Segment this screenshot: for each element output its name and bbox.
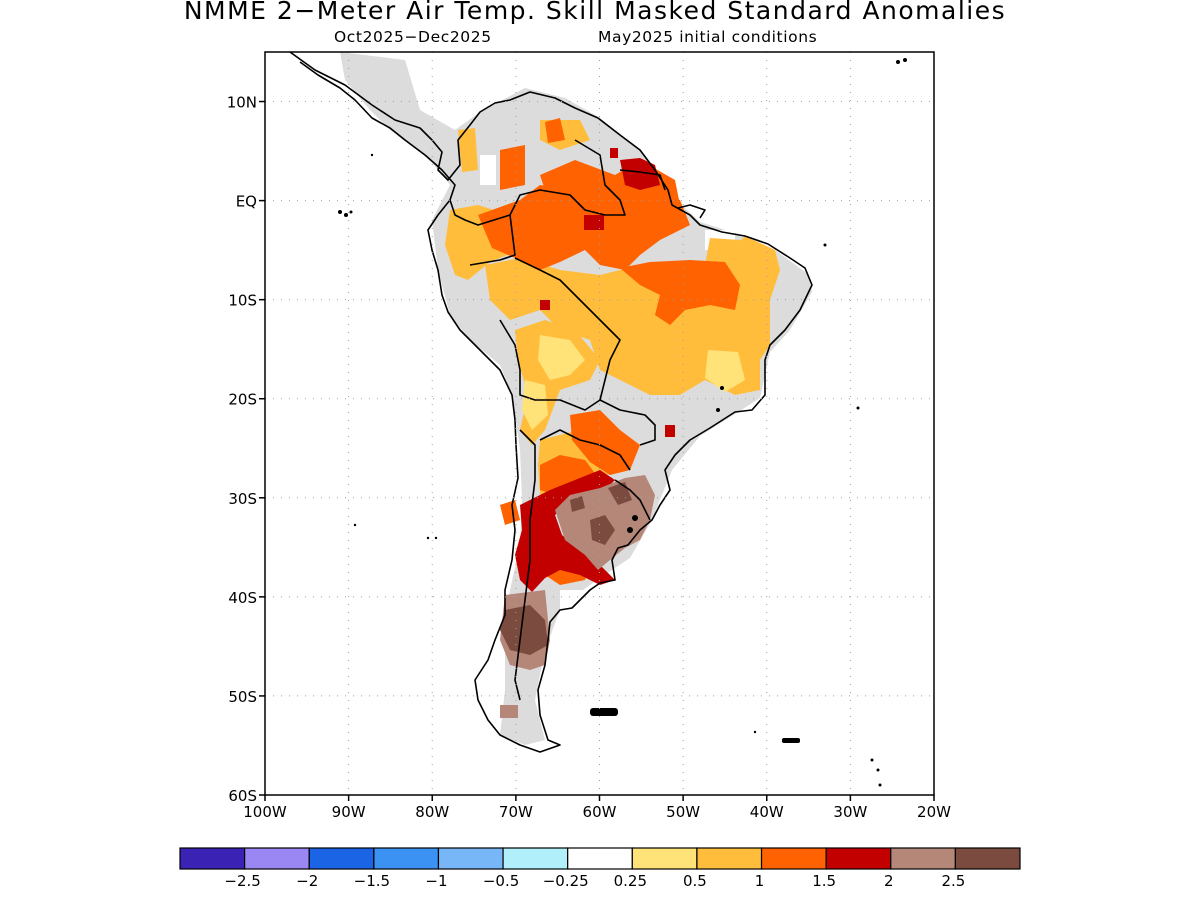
colorbar-swatch: [825, 847, 892, 870]
colorbar-label: 1.5: [812, 872, 836, 890]
lon-tick-label: 100W: [243, 803, 287, 821]
lon-tick-label: 90W: [332, 803, 366, 821]
initial-conditions: May2025 initial conditions: [598, 28, 818, 46]
lat-tick-label: 40S: [228, 589, 257, 607]
colorbar-label: −0.25: [543, 872, 589, 890]
lat-tick-label: 30S: [228, 490, 257, 508]
longitude-labels: 100W 90W 80W 70W 60W 50W 40W 30W 20W: [243, 803, 951, 821]
map-layers: [265, 52, 934, 795]
colorbar-swatch: [954, 847, 1021, 870]
lat-tick-label: 20S: [228, 391, 257, 409]
colorbar-label: −2: [296, 872, 318, 890]
axis-ticks: [259, 100, 935, 801]
colorbar-label: 2.5: [941, 872, 965, 890]
lon-tick-label: 20W: [917, 803, 951, 821]
lat-tick-label: 10S: [228, 292, 257, 310]
anomaly-0.25-to-0.5: [522, 335, 745, 430]
forecast-period: Oct2025−Dec2025: [334, 28, 492, 46]
lat-tick-label: 10N: [227, 94, 257, 112]
colorbar-swatch: [244, 847, 310, 870]
colorbar-swatch: [308, 847, 375, 870]
colorbar-swatch: [696, 847, 763, 870]
colorbar-label: −1: [425, 872, 447, 890]
colorbar-swatch: [631, 847, 698, 870]
lon-tick-label: 50W: [666, 803, 700, 821]
latitude-labels: 10N EQ 10S 20S 30S 40S 50S 60S: [227, 94, 257, 805]
lon-tick-label: 30W: [833, 803, 867, 821]
colorbar-label: −1.5: [354, 872, 390, 890]
colorbar-swatch: [502, 847, 569, 870]
lat-tick-label: EQ: [236, 193, 257, 211]
anomaly-1.5-to-2: [515, 148, 675, 592]
colorbar-swatch: [567, 847, 633, 870]
colorbar-swatch: [437, 847, 504, 870]
islands: [338, 58, 907, 787]
colorbar-label: 0.25: [614, 872, 647, 890]
lat-tick-label: 60S: [228, 787, 257, 805]
lon-tick-label: 80W: [415, 803, 449, 821]
colorbar-label: −2.5: [224, 872, 260, 890]
colorbar-label: 1: [755, 872, 765, 890]
colorbar: −2.5 −2 −1.5 −1 −0.5 −0.25 0.25 0.5 1 1.5 2 2.5: [179, 847, 1021, 890]
map-title: NMME 2−Meter Air Temp. Skill Masked Stan…: [183, 0, 1007, 25]
colorbar-swatch: [760, 847, 827, 870]
colorbar-swatch: [179, 847, 246, 870]
coastlines: [289, 52, 813, 753]
masked-land: [340, 52, 812, 745]
colorbar-label: −0.5: [483, 872, 519, 890]
lon-tick-label: 70W: [499, 803, 533, 821]
lat-tick-label: 50S: [228, 688, 257, 706]
colorbar-swatch: [373, 847, 440, 870]
lon-tick-label: 60W: [583, 803, 617, 821]
colorbar-label: 2: [884, 872, 894, 890]
lon-tick-label: 40W: [750, 803, 784, 821]
colorbar-label: 0.5: [683, 872, 707, 890]
colorbar-swatch: [890, 847, 956, 870]
